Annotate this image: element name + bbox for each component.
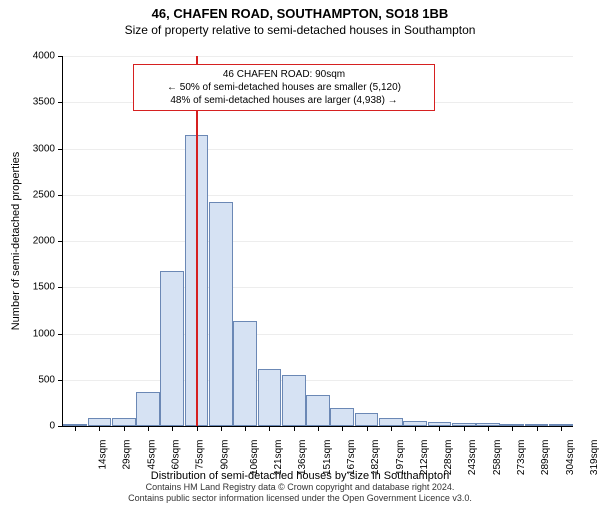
x-tick-label: 90sqm (219, 440, 230, 470)
attribution: Contains HM Land Registry data © Crown c… (0, 482, 600, 504)
y-tick-label: 1500 (15, 282, 55, 293)
histogram-bar (282, 375, 306, 426)
histogram-bar (379, 418, 403, 426)
histogram-bar (355, 413, 379, 426)
chart-area: 0500100015002000250030003500400014sqm29s… (62, 56, 572, 426)
y-tick-label: 500 (15, 374, 55, 385)
y-tick-label: 2500 (15, 189, 55, 200)
histogram-bar (209, 202, 233, 426)
x-tick-label: 29sqm (122, 440, 133, 470)
histogram-bar (136, 392, 160, 426)
y-tick-label: 0 (15, 421, 55, 432)
histogram-bar (160, 271, 184, 426)
histogram-bar (306, 395, 330, 426)
x-tick-label: 14sqm (98, 440, 109, 470)
annotation-line: 48% of semi-detached houses are larger (… (139, 94, 429, 107)
annotation-line: ← 50% of semi-detached houses are smalle… (139, 81, 429, 94)
x-tick-label: 75sqm (195, 440, 206, 470)
annotation-line: 46 CHAFEN ROAD: 90sqm (139, 68, 429, 81)
chart-subtitle: Size of property relative to semi-detach… (0, 23, 600, 37)
histogram-bar (88, 418, 112, 426)
reference-line (196, 56, 198, 426)
attribution-line-2: Contains public sector information licen… (0, 493, 600, 504)
y-tick-label: 3000 (15, 143, 55, 154)
histogram-bar (330, 408, 354, 427)
y-tick-label: 2000 (15, 236, 55, 247)
y-tick-label: 4000 (15, 51, 55, 62)
x-tick-label: 45sqm (146, 440, 157, 470)
y-tick-label: 1000 (15, 328, 55, 339)
histogram-bar (258, 369, 282, 426)
annotation-box: 46 CHAFEN ROAD: 90sqm← 50% of semi-detac… (133, 64, 435, 111)
chart-title: 46, CHAFEN ROAD, SOUTHAMPTON, SO18 1BB (0, 6, 600, 21)
x-axis-label: Distribution of semi-detached houses by … (0, 470, 600, 482)
attribution-line-1: Contains HM Land Registry data © Crown c… (0, 482, 600, 493)
histogram-bar (112, 418, 136, 426)
y-tick-label: 3500 (15, 97, 55, 108)
x-tick-label: 60sqm (171, 440, 182, 470)
histogram-bar (233, 321, 257, 426)
plot-region: 0500100015002000250030003500400014sqm29s… (62, 56, 573, 427)
